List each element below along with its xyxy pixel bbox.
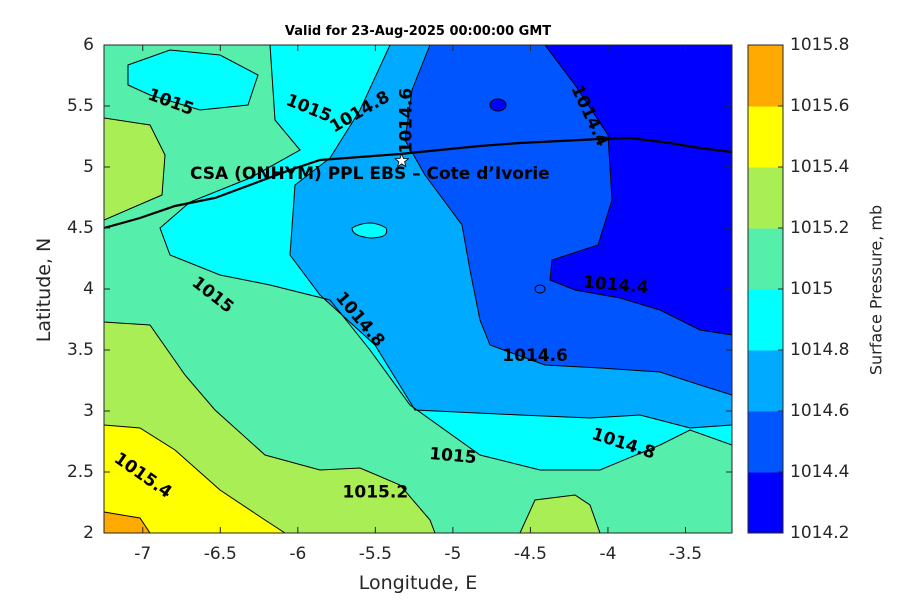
y-tick-label: 6 [83,35,94,55]
band-1014.2 [545,45,732,335]
colorbar-tick-label: 1014.6 [790,401,850,421]
y-tick-label: 5.5 [66,96,94,116]
contour-label: 1014.6 [502,346,568,366]
x-tick-label: -6.5 [203,544,237,564]
colorbar-tick-label: 1015 [790,279,834,299]
x-tick-label: -7 [134,544,152,564]
y-tick-label: 3.5 [66,340,94,360]
chart-title: Valid for 23-Aug-2025 00:00:00 GMT [284,24,552,39]
band-1015.6 [104,512,150,533]
site-star-marker [394,152,410,168]
colorbar-tick-label: 1014.4 [790,462,850,482]
x-tick-label: -5 [444,544,462,564]
band-1015.2-north [104,118,165,220]
band-1014.6-pocket [352,223,387,238]
coastline [104,136,732,230]
band-1014.4-pocket [535,285,545,293]
colorbar-swatch [748,289,783,351]
y-tick-label: 2.5 [66,462,94,482]
colorbar [747,44,784,534]
band-1015.4 [104,425,285,533]
y-tick-label: 5 [83,157,94,177]
colorbar-swatch [748,106,783,168]
colorbar-swatch [748,472,783,534]
x-tick-label: -4 [599,544,617,564]
y-tick-label: 2 [83,523,94,543]
contour-label: 1015 [428,444,477,468]
x-tick-label: -5.5 [358,544,392,564]
colorbar-swatch [748,350,783,412]
site-star [394,152,410,168]
y-tick-label: 4 [83,279,94,299]
colorbar-tick-label: 1015.8 [790,35,850,55]
x-tick-label: -3.5 [668,544,703,564]
colorbar-tick-label: 1015.2 [790,218,850,238]
colorbar-tick-label: 1014.2 [790,523,850,543]
x-tick-label: -4.5 [513,544,547,564]
colorbar-tick-label: 1014.8 [790,340,850,360]
colorbar-swatch [748,411,783,473]
band-1014.2-pocket [490,99,506,111]
site-label: CSA (ONHYM) PPL EBS – Cote d’Ivorie [190,164,550,184]
contour-label: 1014.6 [396,88,416,154]
colorbar-tick-label: 1015.4 [790,157,850,177]
band-1014.8-north-west [128,50,258,110]
contour-lines [104,45,732,533]
y-axis-label: Latitude, N [33,237,55,343]
x-axis-label: Longitude, E [358,572,478,594]
x-tick-label: -6 [289,544,307,564]
contour-label: 1015.2 [343,483,409,503]
colorbar-label: Surface Pressure, mb [866,204,886,376]
axis-tick-marks [104,44,732,534]
band-1015.2-south-east [520,495,600,533]
y-tick-label: 3 [83,401,94,421]
y-tick-label: 4.5 [66,218,94,238]
colorbar-tick-label: 1015.6 [790,96,850,116]
colorbar-swatch [748,228,783,290]
colorbar-swatch [748,45,783,107]
colorbar-swatch [748,167,783,229]
